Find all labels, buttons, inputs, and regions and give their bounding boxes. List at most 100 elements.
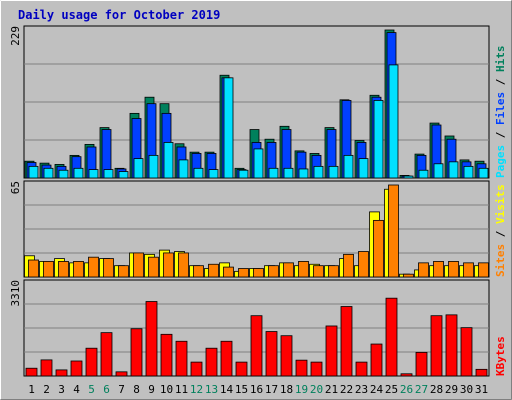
bar-pages-day-17 [268,167,279,179]
bar-kbytes-day-1 [25,367,38,377]
x-tick-day-16: 16 [250,383,263,396]
x-tick-day-27: 27 [415,383,428,396]
x-tick-day-21: 21 [325,383,338,396]
bar-kbytes-day-11 [175,340,188,377]
bar-pages-day-11 [178,159,189,179]
bar-sites-day-3 [58,261,69,278]
bar-pages-day-28 [433,163,444,179]
bar-pages-day-13 [208,169,219,179]
bar-sites-day-29 [448,261,459,278]
bar-sites-day-22 [343,253,354,278]
bar-pages-day-12 [193,167,204,179]
chart-panels: 229 Pages / Files / Hits 65 Sites / Visits 3… [9,25,507,377]
x-tick-day-2: 2 [43,383,50,396]
x-tick-day-1: 1 [28,383,35,396]
bar-pages-day-30 [463,165,474,179]
bar-sites-day-25 [388,184,399,278]
bar-pages-day-9 [148,154,159,179]
bar-pages-day-19 [298,168,309,179]
x-axis-tick-labels: 1 2 3 4 5 6 7 8 9 10 11 12 13 14 15 16 17 18 19 20 21 22 23 24 2… [28,383,488,396]
bar-kbytes-day-28 [430,315,443,377]
x-tick-day-13: 13 [205,383,218,396]
bar-sites-day-17 [268,265,279,278]
bar-kbytes-day-10 [160,333,173,377]
chart-title: Daily usage for October 2019 [18,8,220,22]
bar-kbytes-day-15 [235,361,248,377]
x-tick-day-31: 31 [475,383,488,396]
bar-sites-day-5 [88,256,99,278]
bar-sites-day-15 [238,268,249,278]
bar-sites-day-12 [193,265,204,278]
panel-visits-sites: 65 Sites / Visits [9,180,507,278]
legend-entry: Pages [494,145,507,178]
bar-pages-day-2 [43,167,54,179]
bar-sites-day-18 [283,262,294,278]
bar-kbytes-day-8 [130,328,143,377]
x-tick-day-4: 4 [73,383,80,396]
bar-pages-day-14 [223,77,234,179]
bar-kbytes-day-29 [445,314,458,377]
bar-sites-day-11 [178,252,189,278]
panel-legend: Pages / Files / Hits [494,46,507,179]
x-tick-day-11: 11 [175,383,188,396]
bar-kbytes-day-20 [310,361,323,377]
bar-pages-day-26 [403,175,414,179]
bar-pages-day-3 [58,169,69,179]
x-tick-day-25: 25 [385,383,398,396]
bar-kbytes-day-26 [400,373,413,377]
x-tick-day-23: 23 [355,383,368,396]
bar-sites-day-16 [253,268,264,278]
bar-kbytes-day-3 [55,369,68,377]
bar-sites-day-6 [103,258,114,278]
bar-kbytes-day-24 [370,343,383,377]
bar-kbytes-day-5 [85,347,98,377]
panel-legend: KBytes [494,336,507,376]
x-tick-day-7: 7 [118,383,125,396]
bar-sites-day-14 [223,266,234,278]
bars-hits-files-pages [24,29,489,179]
x-tick-day-15: 15 [235,383,248,396]
bar-pages-day-23 [358,158,369,179]
bar-sites-day-23 [358,251,369,278]
x-tick-day-18: 18 [280,383,293,396]
bar-sites-day-28 [433,261,444,278]
bar-sites-day-4 [73,261,84,278]
bar-sites-day-2 [43,261,54,278]
x-tick-day-26: 26 [400,383,413,396]
bar-kbytes-day-21 [325,325,338,377]
panel-kbytes: 3310 KBytes [9,279,507,377]
bar-sites-day-20 [313,265,324,278]
x-tick-day-22: 22 [340,383,353,396]
bar-sites-day-27 [418,262,429,278]
bar-pages-day-5 [88,169,99,179]
bar-pages-day-20 [313,165,324,179]
bar-kbytes-day-31 [475,368,488,377]
legend-entry: / [494,224,507,244]
bar-sites-day-13 [208,263,219,278]
bar-kbytes-day-13 [205,347,218,377]
legend-entry: KBytes [494,336,507,376]
bar-kbytes-day-23 [355,361,368,377]
bar-pages-day-27 [418,169,429,179]
legend-entry: / [494,125,507,145]
y-max-label: 3310 [9,280,22,307]
panel-hits-files-pages: 229 Pages / Files / Hits [9,25,507,179]
bars-kbytes [25,297,488,377]
bar-pages-day-16 [253,148,264,179]
bar-sites-day-30 [463,262,474,278]
bar-kbytes-day-14 [220,340,233,377]
bar-pages-day-24 [373,100,384,179]
bar-sites-day-19 [298,261,309,278]
bar-sites-day-24 [373,219,384,278]
x-tick-day-30: 30 [460,383,473,396]
bars-visits-sites [24,184,489,278]
bar-sites-day-7 [118,265,129,278]
bar-pages-day-29 [448,161,459,179]
bar-kbytes-day-30 [460,327,473,377]
bar-sites-day-21 [328,265,339,278]
x-tick-day-3: 3 [58,383,65,396]
bar-pages-day-4 [73,167,84,179]
bar-pages-day-6 [103,169,114,179]
bar-pages-day-1 [28,165,39,179]
